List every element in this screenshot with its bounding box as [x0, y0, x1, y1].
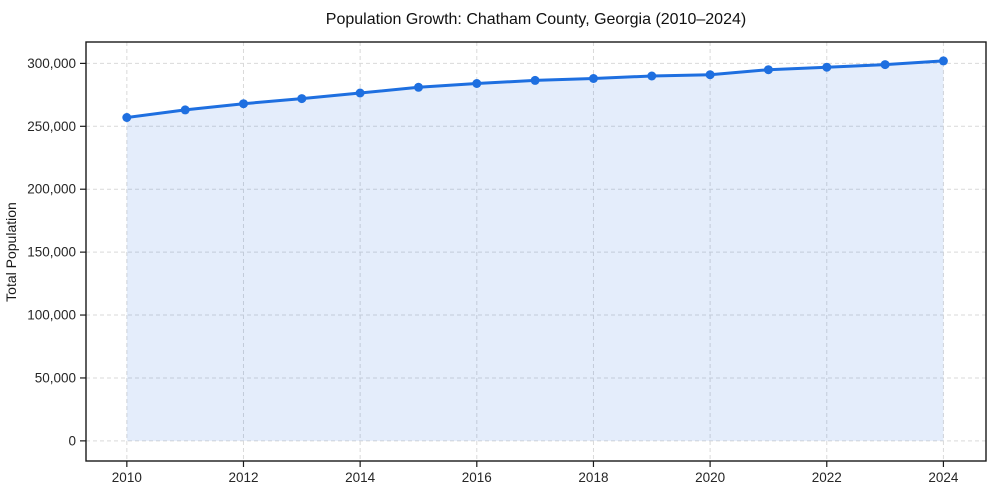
data-point-2016 — [472, 79, 482, 88]
x-tick-label: 2020 — [695, 470, 725, 485]
y-tick-label: 200,000 — [27, 182, 76, 197]
y-tick-label: 50,000 — [35, 370, 76, 385]
x-tick-label: 2022 — [812, 470, 842, 485]
y-tick-label: 300,000 — [27, 56, 76, 71]
plot-border — [85, 41, 987, 462]
data-point-2024 — [938, 56, 948, 66]
data-point-2013 — [297, 94, 307, 104]
x-tick-label: 2018 — [578, 470, 608, 485]
data-point-2015 — [414, 82, 423, 92]
x-tick-label: 2016 — [462, 470, 492, 485]
data-point-2010 — [122, 113, 132, 122]
y-tick-label: 150,000 — [27, 245, 76, 260]
data-point-2023 — [880, 60, 890, 70]
chart-title: Population Growth: Chatham County, Georg… — [325, 11, 747, 28]
x-tick-label: 2010 — [112, 470, 142, 485]
x-tick-label: 2012 — [228, 470, 258, 485]
data-point-2014 — [355, 88, 365, 98]
y-tick-label: 100,000 — [27, 308, 76, 323]
y-tick-label: 250,000 — [27, 119, 76, 134]
data-point-2011 — [180, 105, 190, 115]
data-point-2020 — [705, 70, 715, 80]
data-point-2022 — [822, 62, 832, 72]
y-tick-label: 0 — [68, 433, 76, 448]
x-tick-label: 2014 — [345, 470, 376, 485]
data-point-2018 — [589, 74, 598, 83]
data-point-2017 — [530, 75, 540, 85]
data-point-2012 — [239, 99, 248, 109]
x-tick-label: 2024 — [928, 470, 959, 485]
area-fill — [126, 60, 944, 441]
data-point-2019 — [647, 71, 657, 81]
data-point-2021 — [763, 65, 773, 75]
